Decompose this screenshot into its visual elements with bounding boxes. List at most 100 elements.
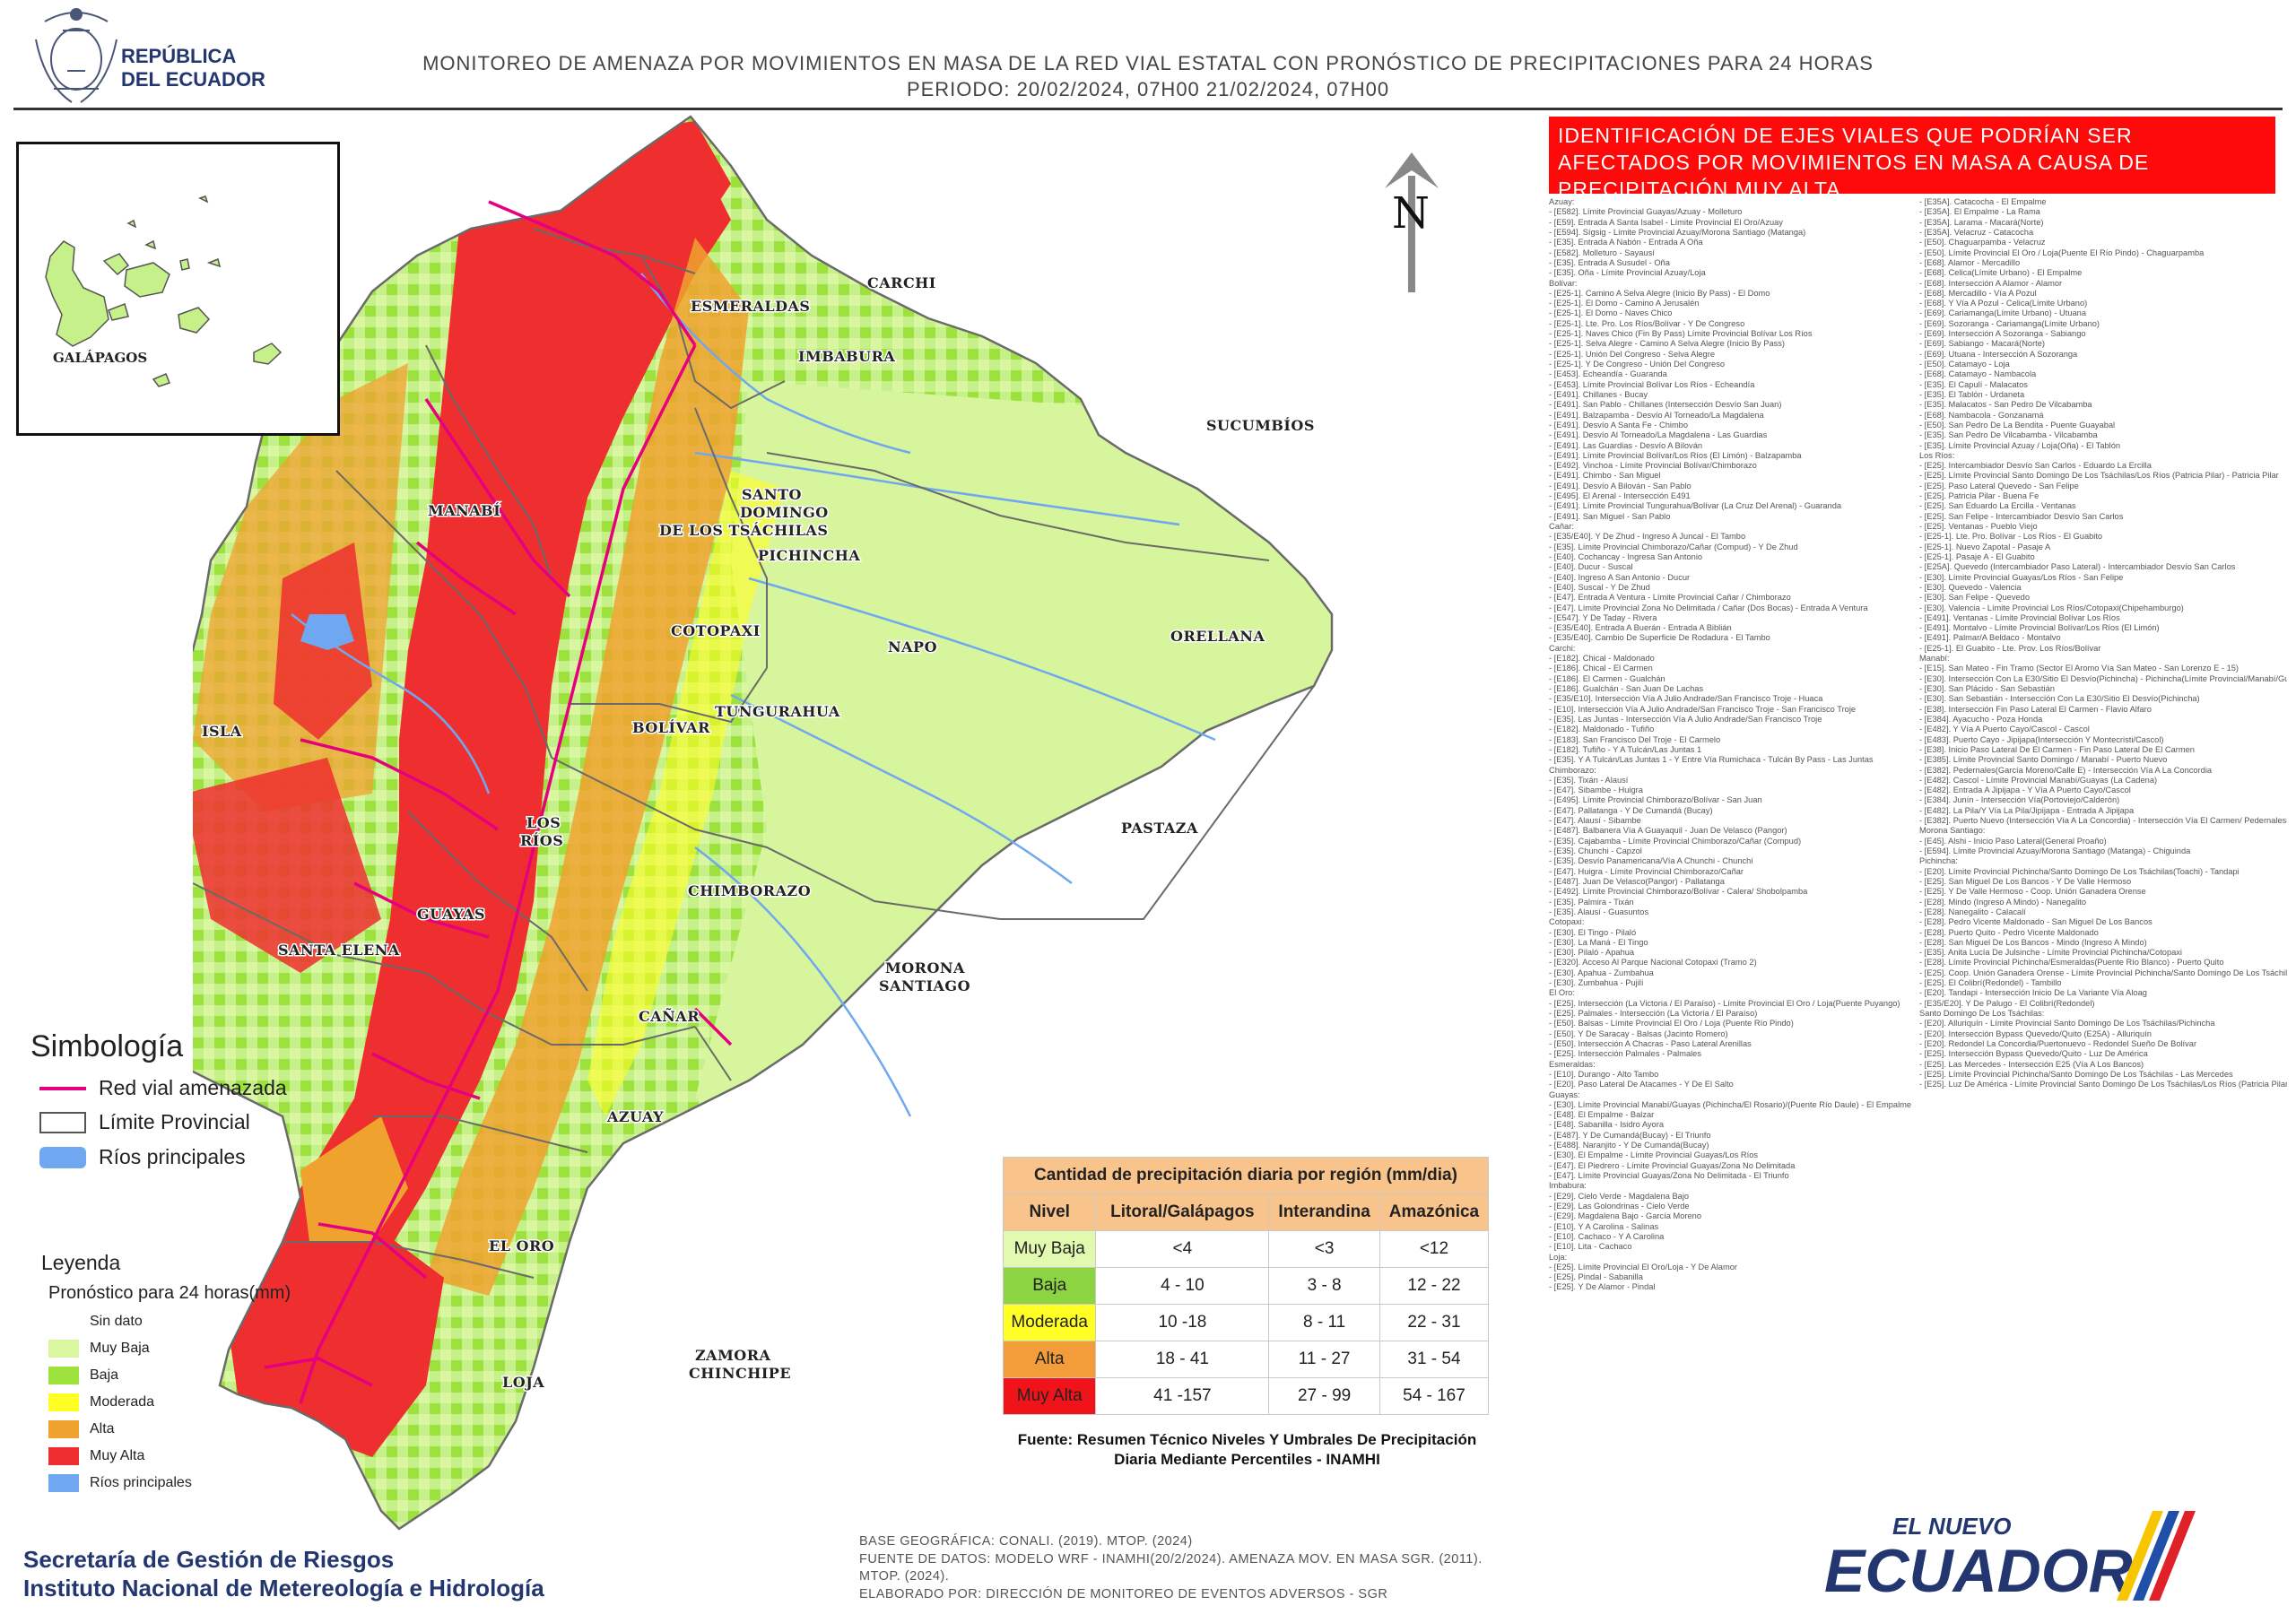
affected-road-item: - [E59]. Entrada A Santa Isabel - Límite… [1549, 217, 1783, 227]
affected-road-item: - [E491]. Límite Provincial Tungurahua/B… [1549, 501, 1842, 511]
affected-road-item: - [E182]. Tufiño - Y A Tulcán/Las Juntas… [1549, 744, 1702, 754]
affected-road-item: - [E25]. Intersección Bypass Quevedo/Qui… [1919, 1049, 2148, 1059]
affected-road-item: - [E25]. El Colibrí(Redondel) - Tambillo [1919, 978, 2062, 988]
label-orellana: ORELLANA [1170, 628, 1265, 645]
affected-road-item: - [E10]. Lita - Cachaco [1549, 1242, 1632, 1252]
north-arrow-icon [1385, 152, 1439, 292]
affected-road-item: - [E69]. Utuana - Intersección A Sozoran… [1919, 349, 2078, 359]
label-tungurahua: TUNGURAHUA [715, 703, 840, 720]
affected-road-item: - [E30]. La Maná - El Tingo [1549, 937, 1648, 947]
affected-road-item: - [E40]. Ingreso A San Antonio - Ducur [1549, 572, 1691, 582]
label-esmeraldas: ESMERALDAS [691, 298, 810, 315]
affected-road-item: - [E25-1]. Selva Alegre - Camino A Selva… [1549, 339, 1786, 349]
affected-road-item: - [E491]. Chillanes - Bucay [1549, 389, 1648, 399]
credit-base: BASE GEOGRÁFICA: CONALI. (2019). MTOP. (… [859, 1534, 1193, 1549]
table-cell-amazonica: 31 - 54 [1378, 1341, 1490, 1378]
affected-roads-header: IDENTIFICACIÓN DE EJES VIALES QUE PODRÍA… [1549, 117, 2275, 201]
affected-road-item: - [E69]. Sabiango - Macará(Norte) [1919, 339, 2046, 349]
map-title-period: PERIODO: 20/02/2024, 07H00 21/02/2024, 0… [906, 78, 1390, 100]
table-cell-nivel: Moderada [1002, 1304, 1097, 1341]
affected-road-item: - [E25]. Coop. Unión Ganadera Orense - L… [1919, 968, 2287, 977]
affected-road-item: - [E483]. Puerto Cayo - Jipijapa(Interse… [1919, 734, 2164, 744]
affected-road-item: - [E482]. La Pila/Y Vía La Pila/Jipijapa… [1919, 805, 2135, 815]
affected-road-item: - [E492]. Vinchoa - Límite Provincial Bo… [1549, 461, 1757, 471]
label-morona-1: MORONA [885, 959, 965, 976]
daule-reservoir [300, 614, 354, 650]
affected-road-item: - [E30]. Zumbahua - Pujilí [1549, 978, 1644, 988]
label-chimborazo: CHIMBORAZO [688, 882, 811, 899]
affected-road-item: - [E48]. Sabanilla - Isidro Ayora [1549, 1120, 1664, 1130]
affected-road-item: - [E25-1]. Naves Chico (Fin By Pass) Lím… [1549, 329, 1813, 339]
affected-road-item: - [E35A]. El Empalme - La Rama [1919, 207, 2040, 217]
symbology-item-rivers: Ríos principales [39, 1145, 246, 1169]
affected-road-item: - [E186]. Gualchán - San Juan De Lachas [1549, 684, 1704, 693]
affected-road-item: - [E50]. San Pedro De La Bendita - Puent… [1919, 420, 2116, 430]
table-body: Muy Baja <4 <3 <12 Baja 4 - 10 3 - 8 12 - 22 Mod… [1002, 1230, 1490, 1415]
label-loja: LOJA [502, 1374, 544, 1391]
affected-road-item: - [E35A]. Catacocha - El Empalme [1919, 197, 2047, 206]
affected-road-item: - [E40]. Ducur - Suscal [1549, 562, 1633, 572]
legend-label: Baja [90, 1367, 119, 1383]
affected-road-item: - [E28]. Puerto Quito - Pedro Vicente Ma… [1919, 927, 2099, 937]
affected-road-item: - [E491]. San Miguel - San Pablo [1549, 511, 1671, 521]
legend-label: Sin dato [90, 1314, 143, 1329]
affected-road-item: Morona Santiago: [1919, 826, 1986, 836]
legend-label: Ríos principales [90, 1475, 192, 1490]
affected-road-item: Cañar: [1549, 522, 1574, 531]
affected-road-item: - [E50]. Y De Saracay - Balsas (Jacinto … [1549, 1028, 1728, 1038]
affected-road-item: - [E385]. Límite Provincial Santo Doming… [1919, 755, 2168, 765]
symbology-label: Ríos principales [99, 1145, 246, 1168]
legend-swatch [48, 1393, 79, 1411]
affected-road-item: - [E29]. Cielo Verde - Magdalena Bajo [1549, 1191, 1690, 1201]
ecuador-coat-of-arms-logo [35, 8, 117, 103]
table-cell-litoral: <4 [1095, 1230, 1270, 1268]
affected-road-item: - [E47]. El Piedrero - Límite Provincial… [1549, 1160, 1796, 1170]
andes-moderate-east [426, 238, 749, 1296]
galapagos-islands-shapes: GALÁPAGOS [45, 195, 283, 387]
affected-road-item: - [E25]. San Miguel De Los Bancos - Y De… [1919, 876, 2132, 886]
affected-road-item: - [E495]. El Arenal - Intersección E491 [1549, 491, 1691, 501]
affected-road-item: - [E50]. Intersección A Chacras - Paso L… [1549, 1038, 1752, 1048]
legend-label: Alta [90, 1421, 115, 1436]
province-limit-swatch [39, 1111, 86, 1133]
table-cell-nivel: Alta [1002, 1341, 1097, 1378]
affected-road-item: - [E15]. San Mateo - Fin Tramo (Sector E… [1919, 664, 2239, 673]
affected-roads-column-1: Azuay: - [E582]. Límite Provincial Guayas… [1549, 197, 1917, 1293]
affected-road-item: - [E491]. Montalvo - Límite Provincial B… [1919, 623, 2160, 633]
label-el-oro: EL ORO [489, 1237, 554, 1254]
affected-road-item: - [E68]. Catamayo - Nambacola [1919, 369, 2037, 379]
label-santo-domingo-1: SANTO [742, 486, 802, 503]
el-oro-high [300, 1116, 408, 1242]
affected-road-item: Loja: [1549, 1252, 1568, 1262]
affected-road-item: - [E35/E40]. Entrada A Buerán - Entrada … [1549, 623, 1732, 633]
table-header-litoral: Litoral/Galápagos [1095, 1193, 1270, 1231]
affected-road-item: - [E482]. Y Vía A Puerto Cayo/Cascol - C… [1919, 725, 2090, 734]
org-sgr: Secretaría de Gestión de Riesgos [23, 1546, 395, 1573]
table-row: Moderada 10 -18 8 - 11 22 - 31 [1002, 1304, 1490, 1341]
affected-road-item: - [E28]. San Miguel De Los Bancos - Mind… [1919, 937, 2147, 947]
precipitation-threshold-table: Cantidad de precipitación diaria por reg… [1002, 1157, 1490, 1415]
table-header-nivel: Nivel [1002, 1193, 1097, 1231]
affected-road-item: - [E25-1]. Lte. Pro. Bolívar - Los Ríos … [1919, 532, 2103, 542]
affected-road-item: - [E35]. Y A Tulcán/Las Juntas 1 - Y Ent… [1549, 755, 1874, 765]
legend-item-high: Alta [48, 1420, 115, 1438]
affected-road-item: Santo Domingo De Los Tsáchilas: [1919, 1009, 2045, 1018]
affected-road-item: - [E30]. El Empalme - Límite Provincial … [1549, 1150, 1759, 1160]
affected-road-item: - [E453]. Echeandía - Guaranda [1549, 369, 1667, 379]
affected-road-item: - [E30]. San Sebastián - Intersección Co… [1919, 694, 2200, 704]
rivers-swatch [39, 1146, 86, 1168]
affected-road-item: - [E35/E20]. Y De Palugo - El Colibrí(Re… [1919, 998, 2095, 1008]
affected-road-item: - [E47]. Huigra - Límite Provincial Chim… [1549, 866, 1744, 876]
label-pichincha: PICHINCHA [758, 547, 860, 564]
affected-road-item: - [E25]. Patricia Pilar - Buena Fe [1919, 491, 2039, 501]
affected-road-item: Bolívar: [1549, 278, 1578, 288]
affected-road-item: Imbabura: [1549, 1181, 1587, 1191]
symbology-item-roads: Red vial amenazada [39, 1076, 287, 1100]
affected-road-item: - [E35A]. Larama - Macará(Norte) [1919, 217, 2044, 227]
affected-road-item: - [E35]. Oña - Límite Provincial Azuay/L… [1549, 268, 1706, 278]
affected-road-item: - [E25]. Pindal - Sabanilla [1549, 1272, 1643, 1282]
affected-road-item: - [E47]. Pallatanga - Y De Cumandá (Buca… [1549, 805, 1713, 815]
legend-item-low: Baja [48, 1367, 118, 1384]
affected-road-item: - [E582]. Molleturo - Sayausí [1549, 247, 1655, 257]
affected-road-item: - [E25]. San Eduardo La Ercilla - Ventan… [1919, 501, 2076, 511]
